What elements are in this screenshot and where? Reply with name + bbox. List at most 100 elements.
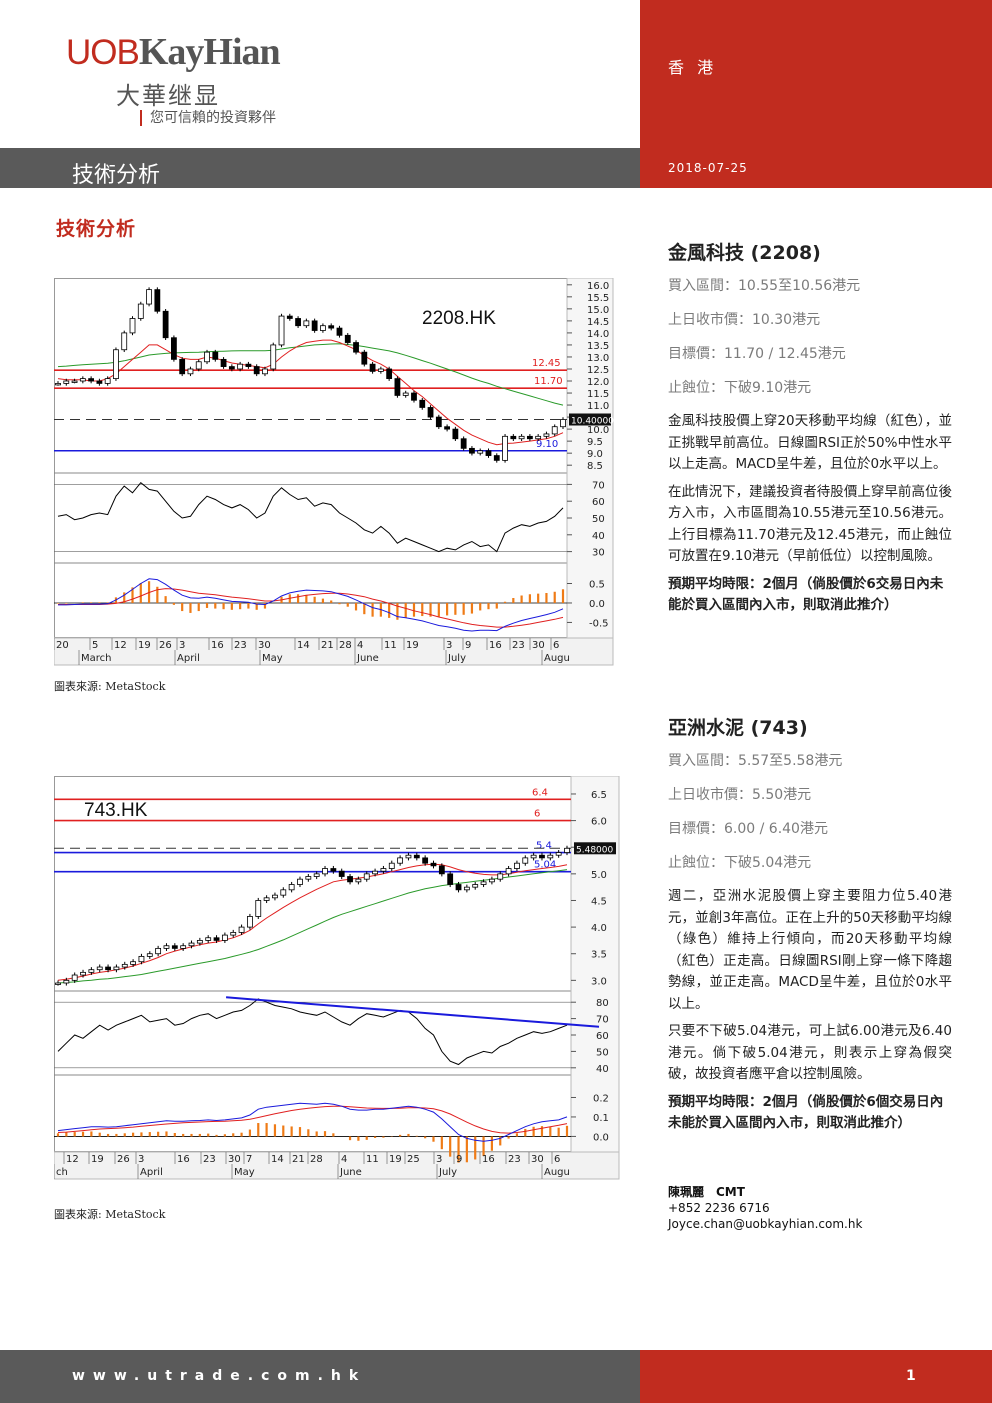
macd-tick-label: 0.2	[593, 1093, 609, 1104]
price-candle	[564, 847, 570, 853]
date-tick-label: 6	[554, 1154, 560, 1165]
date-tick-label: 30	[228, 1154, 241, 1165]
price-candle	[338, 870, 345, 877]
chart-source-1: 圖表來源: MetaStock	[54, 680, 166, 693]
price-tick-label: 14.0	[587, 329, 609, 340]
price-candle	[63, 979, 70, 984]
price-candle	[372, 870, 378, 875]
price-candle	[411, 392, 417, 401]
price-candle	[535, 435, 542, 440]
ma50-line	[57, 869, 568, 984]
price-candle	[547, 854, 554, 859]
rsi-line	[57, 481, 564, 553]
price-candle	[355, 878, 362, 883]
price-candle	[422, 857, 429, 864]
month-label: July	[438, 1167, 457, 1178]
page-number: 1	[906, 1368, 916, 1384]
price-candle	[270, 344, 277, 370]
date-tick-label: 4	[341, 1154, 347, 1165]
month-label: June	[356, 653, 379, 664]
price-candle	[121, 332, 128, 351]
date-tick-label: 19	[389, 1154, 402, 1165]
level-label: 5.04	[534, 860, 556, 871]
price-candle	[220, 358, 227, 367]
date-tick-label: 19	[406, 640, 419, 651]
analyst-name: 陳珮麗 CMT	[668, 1185, 745, 1199]
price-candle	[71, 380, 78, 383]
price-tick-label: 8.5	[587, 461, 603, 472]
chart-source-2: 圖表來源: MetaStock	[54, 1208, 166, 1221]
price-candle	[469, 447, 475, 454]
ma20-line	[57, 863, 568, 981]
price-candle	[180, 945, 187, 949]
price-candle	[405, 854, 412, 859]
month-label: June	[339, 1167, 362, 1178]
price-candle	[526, 435, 533, 440]
rsi-tick-label: 50	[596, 1047, 609, 1058]
price-candle	[480, 881, 487, 885]
level-label: 12.45	[532, 358, 561, 369]
last-close: 上日收市價：10.30港元	[668, 312, 821, 328]
month-label: ch	[56, 1167, 68, 1178]
price-candle	[510, 435, 517, 440]
page-title: 技術分析	[56, 218, 137, 240]
analyst-email[interactable]: Joyce.chan@uobkayhian.com.hk	[668, 1217, 863, 1231]
stock-name: 金風科技 (2208)	[668, 242, 821, 264]
date-tick-label: 3	[179, 640, 185, 651]
price-candle	[204, 351, 210, 363]
price-candle	[330, 868, 337, 872]
date-tick-label: 16	[211, 640, 224, 651]
price-candle	[497, 873, 504, 880]
stock-name: 亞洲水泥 (743)	[668, 717, 808, 739]
price-candle	[402, 392, 409, 396]
price-candle	[96, 966, 103, 971]
price-candle	[369, 363, 376, 372]
price-tick-label: 3.0	[591, 976, 607, 987]
price-candle	[435, 416, 442, 428]
date-tick-label: 6	[553, 640, 559, 651]
company-logo[interactable]: UOBKayHian	[66, 30, 281, 74]
price-tick-label: 16.0	[587, 281, 609, 292]
price-candle	[472, 884, 479, 888]
buy-range: 買入區間：10.55至10.56港元	[668, 278, 861, 294]
rsi-tick-label: 50	[592, 514, 605, 525]
macd-tick-label: 0.1	[593, 1113, 609, 1124]
price-candle	[514, 862, 520, 869]
price-candle	[485, 450, 492, 456]
price-tick-label: 5.0	[591, 870, 607, 881]
price-candle	[213, 937, 220, 941]
logo-chinese-name: 大華继显	[116, 82, 220, 110]
price-candle	[105, 966, 111, 971]
date-tick-label: 12	[114, 640, 127, 651]
price-candle	[551, 426, 558, 435]
date-tick-label: 16	[489, 640, 502, 651]
price-tick-label: 9.5	[587, 437, 603, 448]
date-tick-label: 12	[66, 1154, 79, 1165]
macd-tick-label: 0.0	[589, 599, 605, 610]
level-label: 5.4	[536, 841, 552, 852]
month-label: Augu	[544, 653, 570, 664]
price-candle	[397, 857, 404, 864]
level-label: 6	[534, 809, 540, 820]
price-tick-label: 4.5	[591, 896, 607, 907]
date-tick-label: 14	[271, 1154, 284, 1165]
price-candle	[138, 955, 145, 963]
price-tick-label: 6.5	[591, 790, 607, 801]
price-candle	[247, 916, 253, 928]
target-price: 目標價：6.00 / 6.40港元	[668, 821, 828, 837]
price-candle	[129, 318, 136, 334]
price-tick-label: 13.0	[587, 353, 609, 364]
header-city: 香 港	[668, 58, 718, 77]
header-section-title: 技術分析	[72, 163, 161, 188]
strategy-paragraph: 在此情況下，建議投資者待股價上穿早前高位後方入市，入市區間為10.55港元至10…	[668, 483, 952, 565]
date-tick-label: 21	[321, 640, 334, 651]
level-label: 6.4	[532, 787, 548, 798]
price-candle	[427, 407, 434, 418]
chart-title: 2208.HK	[422, 308, 496, 329]
price-candle	[447, 873, 454, 885]
price-candle	[489, 878, 495, 883]
logo-tagline: 您可信賴的投資夥伴	[140, 110, 276, 126]
footer-website-link[interactable]: www.utrade.com.hk	[72, 1368, 367, 1384]
rsi-tick-label: 80	[596, 998, 609, 1009]
target-price: 目標價：11.70 / 12.45港元	[668, 346, 846, 362]
